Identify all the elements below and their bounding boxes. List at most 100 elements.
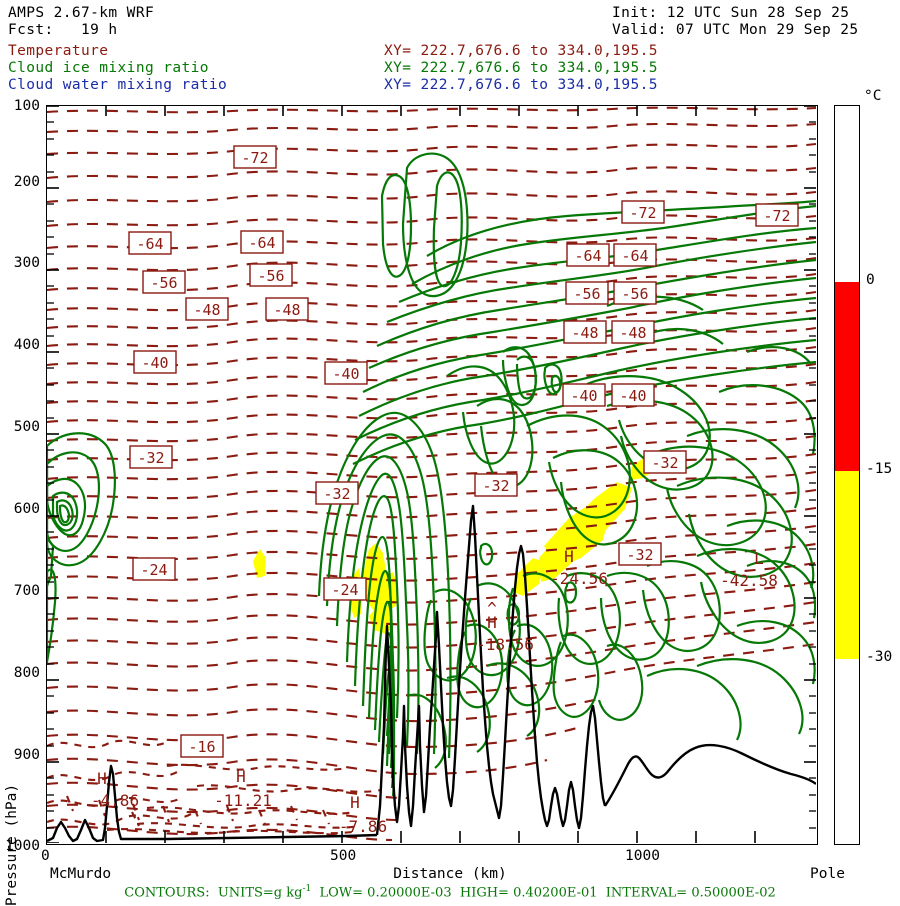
svg-text:-40: -40 xyxy=(619,387,646,405)
svg-text:-40: -40 xyxy=(141,354,168,372)
temperature-contours-lowlevel xyxy=(47,739,382,835)
x-tick-label: 500 xyxy=(330,848,357,864)
contour-label: -16 xyxy=(180,734,224,758)
svg-text:-56: -56 xyxy=(573,285,600,303)
extrema-marker-H: H -11.21 xyxy=(214,767,272,810)
svg-text:-64: -64 xyxy=(248,234,275,252)
extrema-marker-H: H -4.86 xyxy=(91,769,139,810)
extrema-marker-L: L -42.58 xyxy=(720,549,778,590)
header: AMPS 2.67-km WRF Fcst: 19 h Init: 12 UTC… xyxy=(0,0,900,100)
svg-text:L: L xyxy=(754,549,764,568)
svg-text:-48: -48 xyxy=(273,301,300,319)
contour-label: -32 xyxy=(129,445,173,469)
contour-label: -48 xyxy=(563,320,607,344)
model-title: AMPS 2.67-km WRF xyxy=(8,5,155,21)
endpoint-label-left: McMurdo xyxy=(50,866,112,882)
svg-text:-56: -56 xyxy=(621,285,648,303)
svg-text:H: H xyxy=(236,767,246,786)
temperature-contours xyxy=(47,106,816,842)
svg-text:-24: -24 xyxy=(331,581,358,599)
svg-text:-11.21: -11.21 xyxy=(214,791,272,810)
svg-text:-72: -72 xyxy=(629,204,656,222)
y-tick-label: 500 xyxy=(13,419,40,435)
svg-text:-64: -64 xyxy=(574,247,601,265)
svg-text:-40: -40 xyxy=(332,365,359,383)
contour-label: -64 xyxy=(566,243,610,267)
y-tick-label: 700 xyxy=(13,583,40,599)
caption-prefix: CONTOURS: UNITS=g kg xyxy=(124,885,303,901)
contour-label: -40 xyxy=(324,361,368,385)
contour-caption: CONTOURS: UNITS=g kg-1 LOW= 0.20000E-03 … xyxy=(0,884,900,900)
y-tick-label: 300 xyxy=(13,255,40,271)
contour-label: -48 xyxy=(185,297,229,321)
svg-text:-32: -32 xyxy=(323,485,350,503)
svg-text:H: H xyxy=(487,613,497,632)
field-xy-cloud-water: XY= 222.7,676.6 to 334.0,195.5 xyxy=(384,77,658,93)
temperature-colorbar[interactable] xyxy=(834,105,860,845)
svg-text:-24.56: -24.56 xyxy=(550,569,608,588)
y-tick-label: 200 xyxy=(13,174,40,190)
extrema-markers: H -4.86 H -11.21 H -7.86 ^ H -18.56 H -2… xyxy=(91,547,778,836)
extrema-marker-H: H -24.56 xyxy=(550,547,608,588)
x-axis-title: Distance (km) xyxy=(393,866,507,882)
svg-text:H: H xyxy=(564,547,574,566)
svg-text:-72: -72 xyxy=(241,149,268,167)
extrema-marker-H: H -7.86 xyxy=(339,793,387,836)
fill-patch-yellow xyxy=(253,450,667,634)
y-tick-label: 900 xyxy=(13,747,40,763)
contour-label: -64 xyxy=(613,243,657,267)
y-tick-label: 600 xyxy=(13,501,40,517)
extrema-marker-H: ^ H -18.56 xyxy=(476,599,534,654)
contour-label: -56 xyxy=(142,270,186,294)
contour-label: -32 xyxy=(618,542,662,566)
svg-text:-18.56: -18.56 xyxy=(476,635,534,654)
contour-label: -64 xyxy=(240,230,284,254)
svg-text:H: H xyxy=(97,769,107,788)
svg-text:-48: -48 xyxy=(619,324,646,342)
colorbar-segment-white-bottom xyxy=(835,659,859,843)
field-name-temperature: Temperature xyxy=(8,43,109,59)
svg-text:-32: -32 xyxy=(137,449,164,467)
contour-label: -48 xyxy=(611,320,655,344)
contour-label: -24 xyxy=(132,557,176,581)
field-xy-cloud-ice: XY= 222.7,676.6 to 334.0,195.5 xyxy=(384,60,658,76)
contour-label: -56 xyxy=(249,263,293,287)
forecast-hour: Fcst: 19 h xyxy=(8,22,118,38)
contour-label: -40 xyxy=(133,350,177,374)
svg-text:-48: -48 xyxy=(193,301,220,319)
caption-exponent: -1 xyxy=(302,884,312,894)
contour-label: -64 xyxy=(128,231,172,255)
axis-ticks xyxy=(47,106,816,843)
y-tick-label: 100 xyxy=(13,98,40,114)
svg-text:-72: -72 xyxy=(763,207,790,225)
contour-label: -24 xyxy=(323,577,367,601)
y-tick-label: 800 xyxy=(13,665,40,681)
svg-text:-64: -64 xyxy=(621,247,648,265)
contour-label: -56 xyxy=(565,281,609,305)
svg-text:-42.58: -42.58 xyxy=(720,571,778,590)
cross-section-plot: -72 -72 -72 -64 -64 -64 -64 -56 -56 -56 … xyxy=(46,105,818,845)
x-tick-label: 1000 xyxy=(625,848,660,864)
svg-text:-16: -16 xyxy=(188,738,215,756)
contour-label: -40 xyxy=(611,383,655,407)
terrain-profile xyxy=(47,504,816,843)
field-name-cloud-ice: Cloud ice mixing ratio xyxy=(8,60,209,76)
colorbar-tick-label: -15 xyxy=(866,461,893,477)
field-xy-temperature: XY= 222.7,676.6 to 334.0,195.5 xyxy=(384,43,658,59)
colorbar-segment-white-top xyxy=(835,106,859,282)
contour-label: -72 xyxy=(621,200,665,224)
contour-label: -56 xyxy=(613,281,657,305)
colorbar-segment-yellow xyxy=(835,471,859,659)
colorbar-tick-label: 0 xyxy=(866,272,875,288)
plot-canvas: -72 -72 -72 -64 -64 -64 -64 -56 -56 -56 … xyxy=(47,106,816,843)
x-tick-label: 0 xyxy=(41,848,50,864)
contour-label-boxes: -72 -72 -72 -64 -64 -64 -64 -56 -56 -56 … xyxy=(128,145,799,758)
y-tick-label: 1000 xyxy=(5,838,40,854)
contour-label: -40 xyxy=(562,383,606,407)
contour-label: -48 xyxy=(265,297,309,321)
svg-text:-48: -48 xyxy=(571,324,598,342)
caption-suffix: LOW= 0.20000E-03 HIGH= 0.40200E-01 INTER… xyxy=(311,885,776,901)
svg-text:-32: -32 xyxy=(482,477,509,495)
svg-text:-4.86: -4.86 xyxy=(91,791,139,810)
svg-text:-32: -32 xyxy=(626,546,653,564)
